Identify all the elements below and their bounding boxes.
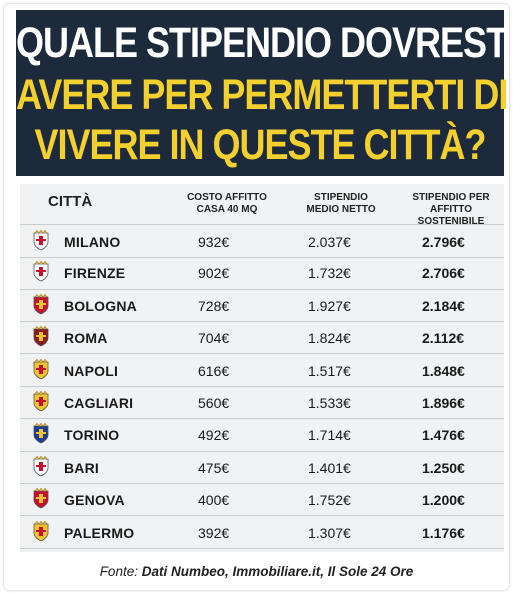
sustainable-salary: 2.796€: [422, 234, 465, 250]
city-name: NAPOLI: [64, 362, 119, 379]
rent-cost: 400€: [198, 492, 230, 509]
rent-cost: 728€: [198, 297, 230, 314]
city-name: FIRENZE: [64, 265, 126, 282]
title-banner: QUALE STIPENDIO DOVRESTI AVERE PER PERME…: [16, 10, 509, 176]
table-row: FIRENZE 902€ 1.732€ 2.706€: [20, 256, 504, 290]
column-header-sustainable-salary: STIPENDIO PER AFFITTO SOSTENIBILE: [398, 192, 504, 228]
table-row: MILANO 932€ 2.037€ 2.796€: [20, 224, 504, 259]
net-salary: 1.401€: [308, 459, 351, 476]
source-text: Dati Numbeo, Immobiliare.it, Il Sole 24 …: [141, 564, 414, 579]
sustainable-salary: 1.476€: [422, 427, 465, 444]
table-row: TORINO 492€ 1.714€ 1.476€: [20, 418, 504, 452]
rent-cost: 932€: [198, 234, 230, 250]
net-salary: 1.732€: [308, 265, 351, 282]
palermo-crest-icon: [33, 520, 49, 542]
city-name: GENOVA: [64, 492, 125, 509]
city-name: ROMA: [64, 330, 108, 347]
title-line-3: VIVERE IN QUESTE CITTÀ?: [34, 120, 486, 169]
net-salary: 2.037€: [308, 234, 351, 250]
column-header-net-line2: MEDIO NETTO: [306, 204, 376, 215]
title-line-1: QUALE STIPENDIO DOVRESTI: [16, 18, 509, 67]
column-header-rent-line2: CASA 40 MQ: [196, 204, 258, 215]
napoli-crest-icon: [33, 358, 49, 380]
table-row: GENOVA 400€ 1.752€ 1.200€: [20, 483, 504, 517]
firenze-crest-icon: [33, 261, 49, 282]
city-name: CAGLIARI: [64, 395, 134, 411]
sustainable-salary: 2.706€: [422, 265, 465, 282]
rent-cost: 616€: [198, 362, 230, 379]
sustainable-salary: 1.250€: [422, 459, 465, 476]
table-row: BOLOGNA 728€ 1.927€ 2.184€: [20, 289, 504, 322]
source-note: Fonte: Dati Numbeo, Immobiliare.it, Il S…: [4, 564, 509, 579]
city-name: PALERMO: [64, 524, 135, 541]
source-prefix: Fonte:: [99, 564, 142, 579]
table-row: ROMA 704€ 1.824€ 2.112€: [20, 321, 504, 355]
net-salary: 1.927€: [308, 297, 351, 314]
column-header-net-salary: STIPENDIO MEDIO NETTO: [296, 192, 386, 216]
rent-cost: 392€: [198, 524, 230, 541]
bari-crest-icon: [33, 455, 49, 477]
rent-cost: 902€: [198, 265, 230, 282]
salary-table: CITTÀ COSTO AFFITTO CASA 40 MQ STIPENDIO…: [20, 184, 504, 552]
table-row: NAPOLI 616€ 1.517€ 1.848€: [20, 354, 504, 387]
sustainable-salary: 1.848€: [422, 362, 465, 379]
sustainable-salary: 1.896€: [422, 395, 465, 411]
rent-cost: 492€: [198, 427, 230, 444]
sustainable-salary: 1.176€: [422, 524, 465, 541]
genova-crest-icon: [33, 488, 49, 509]
milano-crest-icon: [33, 230, 49, 251]
column-header-rent: COSTO AFFITTO CASA 40 MQ: [172, 192, 282, 216]
rent-cost: 560€: [198, 395, 230, 411]
table-row: CAGLIARI 560€ 1.533€ 1.896€: [20, 386, 504, 420]
column-header-sust-line1: STIPENDIO PER: [412, 192, 490, 203]
net-salary: 1.517€: [308, 362, 351, 379]
rent-cost: 475€: [198, 459, 230, 476]
table-row: BARI 475€ 1.401€ 1.250€: [20, 451, 504, 484]
city-name: BARI: [64, 459, 100, 476]
bologna-crest-icon: [33, 293, 49, 315]
infographic-card: QUALE STIPENDIO DOVRESTI AVERE PER PERME…: [4, 4, 509, 590]
column-header-sust-line2: AFFITTO SOSTENIBILE: [417, 204, 485, 227]
table-row: PALERMO 392€ 1.307€ 1.176€: [20, 516, 504, 549]
net-salary: 1.752€: [308, 492, 351, 509]
net-salary: 1.307€: [308, 524, 351, 541]
city-name: MILANO: [64, 234, 121, 250]
city-name: BOLOGNA: [64, 297, 137, 314]
column-header-net-line1: STIPENDIO: [314, 192, 368, 203]
sustainable-salary: 2.184€: [422, 297, 465, 314]
city-name: TORINO: [64, 427, 120, 444]
net-salary: 1.824€: [308, 330, 351, 347]
rent-cost: 704€: [198, 330, 230, 347]
cagliari-crest-icon: [33, 391, 49, 412]
torino-crest-icon: [33, 423, 49, 444]
net-salary: 1.533€: [308, 395, 351, 411]
sustainable-salary: 1.200€: [422, 492, 465, 509]
column-header-city: CITTÀ: [48, 193, 93, 210]
net-salary: 1.714€: [308, 427, 351, 444]
roma-crest-icon: [33, 326, 49, 347]
sustainable-salary: 2.112€: [422, 330, 465, 347]
title-line-2: AVERE PER PERMETTERTI DI: [16, 70, 508, 119]
column-header-rent-line1: COSTO AFFITTO: [187, 192, 267, 203]
